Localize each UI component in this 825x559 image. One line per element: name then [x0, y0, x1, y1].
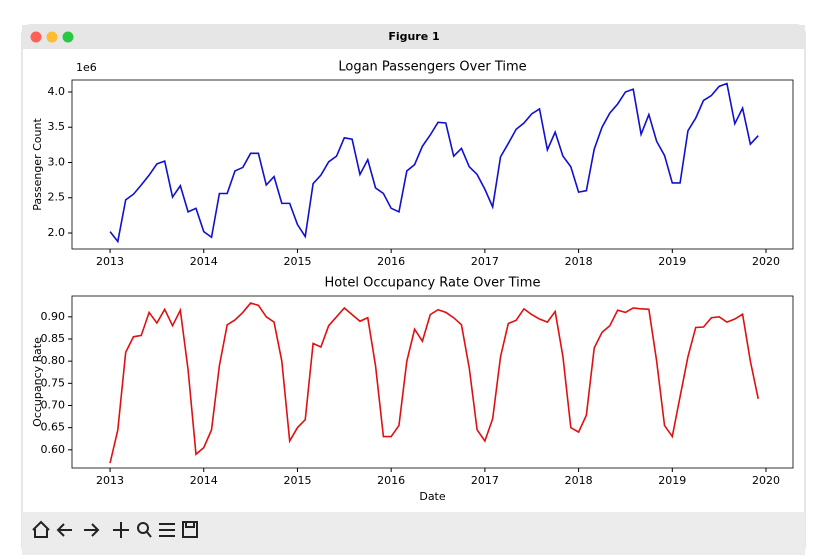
y-tick-label: 4.0 [48, 85, 66, 98]
y-tick-label: 3.5 [48, 120, 66, 133]
pan-button[interactable] [113, 522, 129, 538]
x-tick-label: 2017 [471, 474, 499, 487]
zoom-button[interactable] [62, 31, 74, 43]
x-tick-label: 2016 [377, 255, 405, 268]
x-tick-label: 2019 [658, 474, 686, 487]
zoom-rect-button[interactable] [137, 522, 152, 538]
y-tick-label: 0.85 [41, 332, 66, 345]
y-tick-label: 0.75 [41, 376, 66, 389]
y-tick-label: 0.90 [41, 310, 66, 323]
x-tick-label: 2018 [565, 474, 593, 487]
window-title: Figure 1 [388, 30, 439, 43]
title-bar [22, 25, 805, 49]
y-axis-label: Occupancy Rate [31, 337, 44, 427]
y-tick-label: 2.5 [48, 191, 66, 204]
x-tick-label: 2019 [658, 255, 686, 268]
forward-button[interactable] [84, 523, 100, 537]
x-tick-label: 2016 [377, 474, 405, 487]
data-line [109, 302, 760, 464]
data-line [109, 82, 759, 244]
close-button[interactable] [30, 31, 42, 43]
x-tick-label: 2020 [752, 474, 780, 487]
y-tick-label: 0.70 [41, 398, 66, 411]
save-button[interactable] [182, 521, 198, 538]
x-tick-label: 2017 [471, 255, 499, 268]
y-tick-label: 3.0 [48, 155, 66, 168]
back-button[interactable] [56, 523, 72, 537]
y-tick-label: 0.60 [41, 443, 66, 456]
chart-title: Logan Passengers Over Time [338, 60, 526, 75]
x-tick-label: 2015 [283, 255, 311, 268]
minimize-button[interactable] [46, 31, 58, 43]
x-tick-label: 2014 [190, 255, 218, 268]
x-tick-label: 2013 [96, 474, 124, 487]
x-tick-label: 2013 [96, 255, 124, 268]
y-tick-label: 0.65 [41, 421, 66, 434]
home-button[interactable] [32, 520, 50, 538]
x-tick-label: 2015 [283, 474, 311, 487]
y-tick-label: 0.80 [41, 354, 66, 367]
plot-frame [71, 79, 794, 250]
x-tick-label: 2020 [752, 255, 780, 268]
y-tick-label: 2.0 [48, 226, 66, 239]
chart-title: Hotel Occupancy Rate Over Time [325, 276, 541, 291]
y-offset-label: 1e6 [76, 61, 97, 74]
x-tick-label: 2014 [190, 474, 218, 487]
plot-frame [71, 295, 794, 469]
toolbar [22, 512, 805, 555]
y-axis-label: Passenger Count [31, 118, 44, 211]
configure-button[interactable] [159, 523, 175, 537]
x-axis-label: Date [419, 490, 446, 503]
x-tick-label: 2018 [565, 255, 593, 268]
